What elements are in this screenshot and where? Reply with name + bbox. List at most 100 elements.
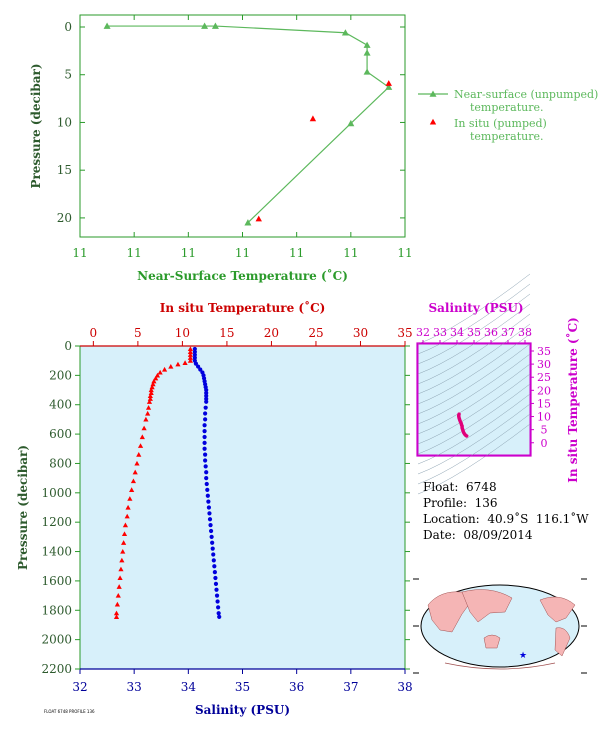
- salinity-profile-point: [204, 481, 209, 487]
- ts-y-tick-label: 20: [537, 384, 551, 397]
- temperature-profile-point: [139, 434, 145, 440]
- temperature-profile-point: [153, 375, 159, 381]
- pressure-tick-label: 200: [49, 368, 72, 382]
- density-isoline: [417, 343, 531, 415]
- salinity-profile-point: [205, 487, 210, 492]
- density-isoline: [417, 423, 531, 495]
- top-x-tick-label: 11: [235, 246, 250, 260]
- salinity-profile-point: [211, 558, 216, 563]
- pressure-tick-label: 2200: [41, 662, 72, 676]
- salinity-profile-point: [210, 546, 215, 551]
- salinity-profile-point: [203, 411, 208, 416]
- legend-label-in-situ: In situ (pumped): [454, 117, 547, 130]
- ts-x-tick-label: 35: [467, 326, 481, 339]
- ts-x-tick-label: 33: [433, 326, 447, 339]
- near-surface-temperature-point: [385, 83, 393, 90]
- salinity-profile-point: [210, 540, 215, 545]
- temperature-tick-label: 15: [219, 326, 234, 340]
- top-y-tick-label: 0: [64, 20, 72, 34]
- profile-number-text: Profile: 136: [423, 496, 498, 510]
- temperature-tick-label: 20: [264, 326, 279, 340]
- top-x-tick-label: 11: [72, 246, 87, 260]
- in-situ-temperature-point: [309, 115, 317, 122]
- float-location-star: ★: [519, 651, 527, 661]
- salinity-profile-point: [216, 611, 221, 616]
- near-surface-temperature-point: [244, 219, 252, 226]
- salinity-profile-point: [204, 476, 209, 481]
- salinity-profile-point: [215, 599, 220, 604]
- temperature-profile-point: [157, 369, 163, 375]
- salinity-profile-point: [198, 367, 203, 372]
- near-surface-temperature-point: [103, 22, 111, 29]
- pressure-tick-label: 1000: [41, 486, 72, 500]
- in-situ-temperature-point: [255, 215, 262, 222]
- temperature-profile-point: [136, 452, 142, 457]
- top-plot-frame: [79, 14, 406, 238]
- temperature-profile-point: [121, 531, 128, 537]
- salinity-profile-point: [202, 446, 207, 451]
- main-y-axis-label: Pressure (decibar): [16, 445, 30, 570]
- map-land-north-america: [539, 596, 576, 623]
- top-y-tick-label: 10: [57, 115, 72, 129]
- legend-marker-red: [429, 118, 437, 125]
- salinity-profile-point: [208, 523, 213, 528]
- salinity-profile-point: [192, 352, 197, 357]
- map-land-asia: [461, 589, 513, 623]
- salinity-profile-point: [207, 511, 212, 516]
- temperature-profile-point: [187, 349, 194, 354]
- salinity-profile-point: [205, 493, 210, 498]
- top-x-tick-label: 11: [127, 246, 142, 260]
- top-axis-label: In situ Temperature (˚C): [160, 300, 326, 315]
- salinity-profile-point: [192, 346, 197, 352]
- salinity-profile-point: [203, 417, 208, 422]
- pressure-tick-label: 600: [49, 427, 72, 441]
- temperature-profile-point: [122, 522, 129, 528]
- ts-y-tick-label: 15: [537, 397, 551, 410]
- salinity-profile-point: [195, 364, 201, 369]
- density-isoline: [417, 403, 531, 475]
- density-isoline: [417, 323, 531, 395]
- salinity-profile-point: [206, 499, 211, 504]
- ts-y-tick-label: 10: [537, 411, 551, 424]
- legend-label-near-surface: Near-surface (unpumped): [454, 88, 598, 101]
- temperature-profile-point: [141, 425, 147, 431]
- top-x-axis-label: Near-Surface Temperature (˚C): [137, 268, 348, 283]
- temperature-profile-point: [113, 614, 120, 619]
- temperature-profile-point: [175, 361, 181, 367]
- near-surface-temperature-point: [211, 22, 219, 29]
- pressure-tick-label: 1800: [41, 603, 72, 617]
- pressure-tick-label: 2000: [41, 633, 72, 647]
- temperature-salinity-profile-chart: 0 5 10 15 20 25 30 35 32 33 34 35 36 37 38 0 200 400 600 80…: [16, 300, 413, 717]
- ts-y-tick-label: 0: [541, 437, 548, 450]
- temperature-profile-point: [146, 399, 153, 404]
- top-y-axis-label: Pressure (decibar): [29, 63, 43, 188]
- salinity-profile-point: [202, 423, 207, 428]
- top-chart-legend: Near-surface (unpumped)temperature.In si…: [418, 88, 598, 143]
- density-isoline: [417, 293, 531, 365]
- temperature-profile-point: [187, 358, 194, 363]
- temperature-profile-point: [134, 460, 140, 466]
- in-situ-temperature-point: [385, 80, 392, 86]
- salinity-profile-point: [203, 452, 208, 457]
- temperature-profile-point: [121, 540, 127, 545]
- temperature-tick-label: 35: [397, 326, 412, 340]
- temperature-profile-point: [120, 548, 126, 554]
- ts-y-tick-label: 35: [537, 345, 551, 358]
- density-isoline: [417, 373, 531, 445]
- temperature-profile-point: [118, 566, 124, 572]
- density-isoline: [417, 363, 531, 435]
- top-x-tick-label: 11: [181, 246, 196, 260]
- salinity-tick-label: 32: [72, 680, 87, 694]
- salinity-tick-label: 36: [289, 680, 304, 694]
- top-y-tick-label: 5: [64, 68, 72, 82]
- salinity-profile-point: [204, 470, 209, 475]
- temperature-profile-point: [145, 410, 151, 416]
- salinity-profile-point: [192, 349, 197, 354]
- salinity-profile-point: [206, 505, 212, 510]
- bottom-axis-label: Salinity (PSU): [195, 703, 290, 717]
- temperature-profile-point: [124, 513, 130, 519]
- ts-plot-frame: [417, 343, 531, 456]
- density-isoline: [417, 283, 531, 355]
- map-land-antarctica: [444, 662, 556, 670]
